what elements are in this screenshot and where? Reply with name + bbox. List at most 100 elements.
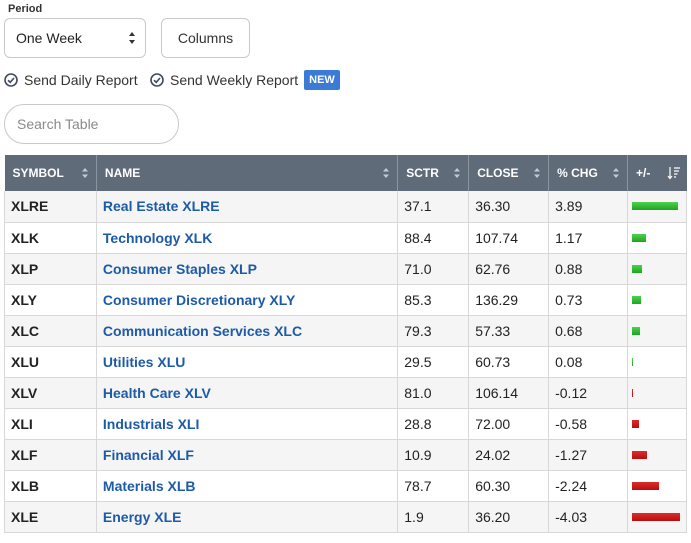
symbol-name-link[interactable]: Health Care XLV	[102, 384, 211, 401]
change-bar-cell	[627, 439, 688, 471]
symbol-cell: XLY	[4, 284, 97, 316]
send-daily-report-toggle[interactable]: Send Daily Report	[4, 71, 138, 89]
symbol-name-link[interactable]: Technology XLK	[102, 229, 213, 246]
column-header-label: SYMBOL	[12, 166, 64, 180]
pct-chg-cell: 0.73	[548, 284, 628, 316]
close-cell: 36.20	[468, 501, 550, 533]
sort-icon	[81, 168, 88, 178]
change-bar	[631, 357, 633, 366]
pct-chg-cell: -4.03	[548, 501, 628, 533]
sctr-cell: 28.8	[397, 408, 470, 440]
name-cell[interactable]: Financial XLF	[96, 439, 399, 471]
change-bar	[631, 512, 680, 521]
name-cell[interactable]: Health Care XLV	[96, 377, 399, 409]
name-cell[interactable]: Utilities XLU	[96, 346, 399, 378]
column-header-change[interactable]: +/-	[627, 155, 687, 191]
sctr-cell: 29.5	[397, 346, 470, 378]
pct-chg-cell: 0.68	[548, 315, 628, 347]
name-cell[interactable]: Energy XLE	[96, 501, 399, 533]
symbol-cell: XLP	[4, 253, 97, 285]
column-header-sctr[interactable]: SCTR	[397, 155, 470, 191]
symbol-name-link[interactable]: Communication Services XLC	[102, 322, 303, 339]
change-bar-cell	[627, 470, 688, 502]
period-label: Period	[8, 3, 43, 15]
sctr-cell: 88.4	[397, 222, 470, 254]
sctr-cell: 81.0	[397, 377, 470, 409]
symbol-name-link[interactable]: Energy XLE	[102, 508, 182, 525]
symbol-cell: XLI	[4, 408, 97, 440]
change-bar-cell	[627, 315, 688, 347]
symbol-name-link[interactable]: Materials XLB	[102, 477, 196, 494]
change-bar	[631, 202, 678, 211]
name-cell[interactable]: Technology XLK	[96, 222, 399, 254]
name-cell[interactable]: Real Estate XLRE	[96, 191, 399, 223]
column-header-close[interactable]: CLOSE	[468, 155, 550, 191]
sctr-cell: 71.0	[397, 253, 470, 285]
sctr-cell: 1.9	[397, 501, 470, 533]
sctr-cell: 79.3	[397, 315, 470, 347]
table-row[interactable]: XLU Utilities XLU 29.5 60.73 0.08	[4, 346, 688, 378]
close-cell: 57.33	[468, 315, 550, 347]
symbol-name-link[interactable]: Utilities XLU	[102, 353, 186, 370]
column-header-symbol[interactable]: SYMBOL	[4, 155, 97, 191]
sctr-cell: 10.9	[397, 439, 470, 471]
close-cell: 62.76	[468, 253, 550, 285]
table-row[interactable]: XLY Consumer Discretionary XLY 85.3 136.29 0…	[4, 284, 688, 316]
table-row[interactable]: XLF Financial XLF 10.9 24.02 -1.27	[4, 439, 688, 471]
symbol-cell: XLU	[4, 346, 97, 378]
name-cell[interactable]: Industrials XLI	[96, 408, 399, 440]
send-weekly-report-toggle[interactable]: Send Weekly Report NEW	[150, 70, 340, 90]
symbol-name-link[interactable]: Industrials XLI	[102, 415, 200, 432]
pct-chg-cell: 0.88	[548, 253, 628, 285]
symbol-name-link[interactable]: Financial XLF	[102, 446, 194, 463]
pct-chg-cell: -2.24	[548, 470, 628, 502]
symbol-name-link[interactable]: Consumer Discretionary XLY	[102, 291, 296, 308]
symbol-cell: XLRE	[4, 191, 97, 223]
close-cell: 136.29	[468, 284, 550, 316]
table-row[interactable]: XLC Communication Services XLC 79.3 57.33 0.…	[4, 315, 688, 347]
close-cell: 60.30	[468, 470, 550, 502]
change-bar-cell	[627, 408, 688, 440]
name-cell[interactable]: Materials XLB	[96, 470, 399, 502]
close-cell: 107.74	[468, 222, 550, 254]
pct-chg-cell: -0.12	[548, 377, 628, 409]
search-table-input[interactable]	[4, 104, 179, 144]
sort-icon	[454, 168, 461, 178]
close-cell: 106.14	[468, 377, 550, 409]
symbol-name-link[interactable]: Real Estate XLRE	[102, 198, 220, 215]
change-bar-cell	[627, 501, 688, 533]
send-weekly-report-label: Send Weekly Report	[170, 72, 299, 88]
table-row[interactable]: XLB Materials XLB 78.7 60.30 -2.24	[4, 470, 688, 502]
symbol-name-link[interactable]: Consumer Staples XLP	[102, 260, 257, 277]
pct-chg-cell: 0.08	[548, 346, 628, 378]
name-cell[interactable]: Communication Services XLC	[96, 315, 399, 347]
check-circle-icon	[4, 73, 18, 87]
column-header-label: NAME	[104, 166, 141, 180]
column-header-label: SCTR	[406, 166, 439, 180]
table-row[interactable]: XLV Health Care XLV 81.0 106.14 -0.12	[4, 377, 688, 409]
column-header-label: +/-	[635, 166, 651, 180]
columns-button[interactable]: Columns	[161, 18, 250, 58]
sort-icon	[383, 168, 390, 178]
symbol-cell: XLC	[4, 315, 97, 347]
table-row[interactable]: XLRE Real Estate XLRE 37.1 36.30 3.89	[4, 191, 688, 223]
table-row[interactable]: XLK Technology XLK 88.4 107.74 1.17	[4, 222, 688, 254]
change-bar	[631, 388, 633, 397]
change-bar	[631, 481, 659, 490]
name-cell[interactable]: Consumer Staples XLP	[96, 253, 399, 285]
change-bar	[631, 326, 640, 335]
change-bar	[631, 264, 642, 273]
column-header-name[interactable]: NAME	[96, 155, 399, 191]
change-bar-cell	[627, 222, 688, 254]
symbol-cell: XLE	[4, 501, 97, 533]
table-row[interactable]: XLI Industrials XLI 28.8 72.00 -0.58	[4, 408, 688, 440]
column-header-label: % CHG	[557, 166, 598, 180]
table-row[interactable]: XLE Energy XLE 1.9 36.20 -4.03	[4, 501, 688, 533]
column-header-pct-chg[interactable]: % CHG	[548, 155, 628, 191]
change-bar-cell	[627, 284, 688, 316]
table-row[interactable]: XLP Consumer Staples XLP 71.0 62.76 0.88	[4, 253, 688, 285]
period-select[interactable]: One Week	[4, 18, 146, 58]
sort-icon	[612, 168, 619, 178]
close-cell: 36.30	[468, 191, 550, 223]
name-cell[interactable]: Consumer Discretionary XLY	[96, 284, 399, 316]
